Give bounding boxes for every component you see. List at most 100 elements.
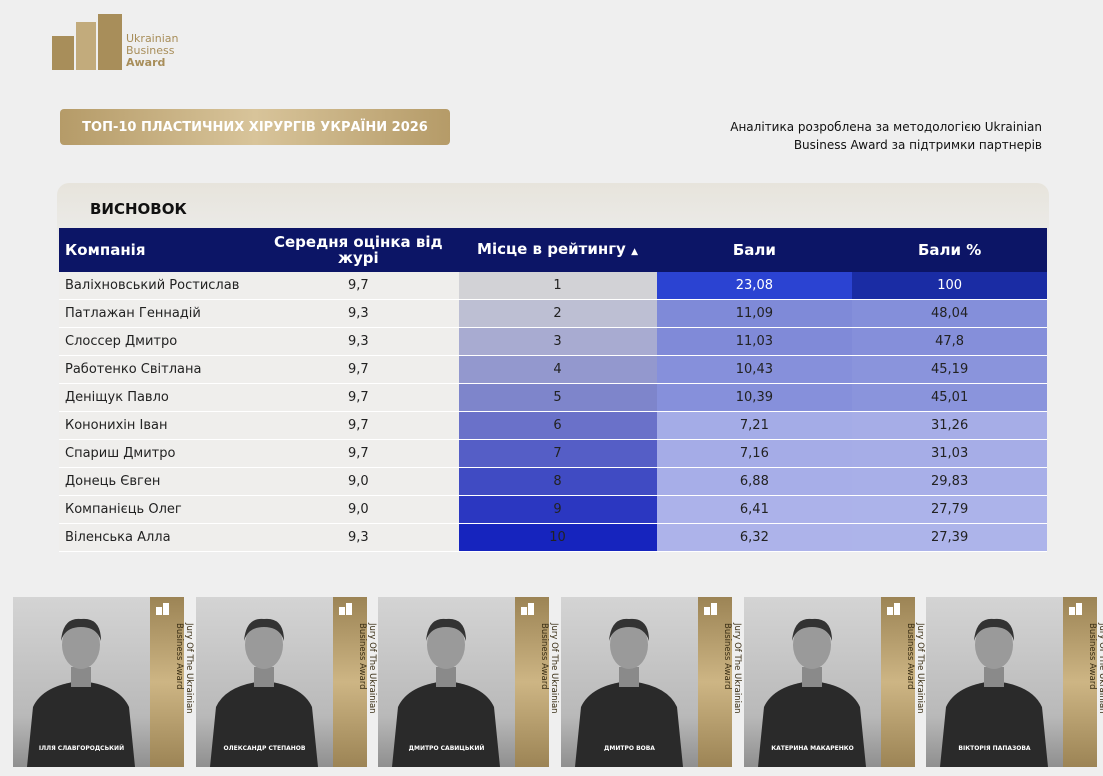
table-cell: Валіхновський Ростислав bbox=[59, 272, 259, 300]
logo-block bbox=[1069, 607, 1075, 615]
head bbox=[245, 621, 283, 669]
logo-block bbox=[528, 603, 534, 615]
table-cell: 10 bbox=[458, 523, 657, 552]
table-cell: 9,0 bbox=[258, 467, 459, 496]
note: Аналітика розроблена за методологією Ukr… bbox=[730, 118, 1042, 154]
table-cell: 1 bbox=[458, 272, 657, 300]
head bbox=[793, 621, 831, 669]
logo-line: Award bbox=[126, 56, 166, 69]
logo-block bbox=[339, 607, 345, 615]
column-header: Середня оцінка від журі bbox=[258, 228, 459, 272]
table-row: Валіхновський Ростислав 9,7 1 23,08 100 bbox=[59, 272, 1047, 300]
table-cell: 7,21 bbox=[656, 411, 853, 440]
table-cell: Компанієць Олег bbox=[59, 495, 259, 524]
results-table: Компанія Середня оцінка від журі Місце в р… bbox=[59, 228, 1047, 552]
photo: КАТЕРИНА МАКАРЕНКО bbox=[744, 597, 881, 767]
table-cell: 6 bbox=[458, 411, 657, 440]
column-header: Компанія bbox=[59, 228, 259, 272]
neck bbox=[436, 667, 456, 687]
table-row: Компанієць Олег 9,0 9 6,41 27,79 bbox=[59, 495, 1047, 524]
jury-caption: Jury Of The Ukrainian Business Award bbox=[174, 623, 194, 714]
hair bbox=[609, 618, 649, 641]
logo-block bbox=[711, 603, 717, 615]
neck bbox=[254, 667, 274, 687]
jury-card: ІЛЛЯ СЛАВГОРОДСЬКИЙ Jury Of The Ukrainian… bbox=[13, 597, 194, 767]
table-row: Деніщук Павло 9,7 5 10,39 45,01 bbox=[59, 383, 1047, 412]
table-cell: 9,3 bbox=[258, 523, 459, 552]
table-cell: 11,03 bbox=[656, 327, 853, 356]
head bbox=[975, 621, 1013, 669]
table-cell: 27,39 bbox=[852, 523, 1047, 552]
strip-logo bbox=[156, 603, 169, 615]
table-cell: 9,7 bbox=[258, 272, 459, 300]
table-cell: Віленська Алла bbox=[59, 523, 259, 552]
table-cell: 10,39 bbox=[656, 383, 853, 412]
table-cell: 4 bbox=[458, 355, 657, 384]
table-row: Віленська Алла 9,3 10 6,32 27,39 bbox=[59, 523, 1047, 552]
note-line: Аналітика розроблена за методологією Ukr… bbox=[730, 120, 1042, 134]
body-shape bbox=[27, 681, 135, 767]
jury-card: ДМИТРО САВИЦЬКИЙ Jury Of The Ukrainian Bu… bbox=[378, 597, 559, 767]
table-cell: 100 bbox=[852, 272, 1047, 300]
table-cell: 9,7 bbox=[258, 411, 459, 440]
gold-strip: Jury Of The Ukrainian Business Award bbox=[515, 597, 559, 767]
table-cell: 6,32 bbox=[656, 523, 853, 552]
logo-block bbox=[156, 607, 162, 615]
table-cell: 47,8 bbox=[852, 327, 1047, 356]
table-row: Патлажан Геннадій 9,3 2 11,09 48,04 bbox=[59, 299, 1047, 328]
portrait bbox=[758, 618, 866, 767]
logo-block bbox=[887, 607, 893, 615]
body-shape bbox=[758, 681, 866, 767]
member-name: КАТЕРИНА МАКАРЕНКО bbox=[771, 745, 854, 752]
jury-card: КАТЕРИНА МАКАРЕНКО Jury Of The Ukrainian … bbox=[744, 597, 925, 767]
portrait bbox=[575, 618, 683, 767]
strip-logo bbox=[704, 603, 717, 615]
sort-icon[interactable]: ▲ bbox=[631, 246, 638, 257]
jury-caption: Jury Of The Ukrainian Business Award bbox=[722, 623, 742, 714]
member-name: ОЛЕКСАНДР СТЕПАНОВ bbox=[223, 745, 306, 752]
hair bbox=[974, 618, 1014, 641]
note-line: Business Award за підтримки партнерів bbox=[793, 138, 1042, 152]
table-row: Работенко Світлана 9,7 4 10,43 45,19 bbox=[59, 355, 1047, 384]
table-cell: Патлажан Геннадій bbox=[59, 299, 259, 328]
table-cell: 9,0 bbox=[258, 495, 459, 524]
table-cell: 10,43 bbox=[656, 355, 853, 384]
photo: ОЛЕКСАНДР СТЕПАНОВ bbox=[196, 597, 333, 767]
neck bbox=[71, 667, 91, 687]
portrait bbox=[392, 618, 500, 767]
member-name: ДМИТРО САВИЦЬКИЙ bbox=[408, 745, 485, 752]
portrait bbox=[210, 618, 318, 767]
table-cell: 3 bbox=[458, 327, 657, 356]
table-cell: 7,16 bbox=[656, 439, 853, 468]
logo-block bbox=[894, 603, 900, 615]
neck bbox=[802, 667, 822, 687]
table-cell: 5 bbox=[458, 383, 657, 412]
column-header: Бали % bbox=[852, 228, 1047, 272]
logo-block bbox=[1076, 603, 1082, 615]
head bbox=[62, 621, 100, 669]
gold-strip: Jury Of The Ukrainian Business Award bbox=[1063, 597, 1103, 767]
table-body: Валіхновський Ростислав 9,7 1 23,08 100 Патла… bbox=[59, 272, 1047, 552]
gold-strip: Jury Of The Ukrainian Business Award bbox=[333, 597, 377, 767]
table-row: Слоссер Дмитро 9,3 3 11,03 47,8 bbox=[59, 327, 1047, 356]
jury-card: ДМИТРО ВОВА Jury Of The Ukrainian Busines… bbox=[561, 597, 742, 767]
logo-text: Ukrainian Business Award bbox=[126, 33, 178, 69]
logo-line: Business bbox=[126, 44, 175, 57]
jury-card: ВІКТОРІЯ ПАПАЗОВА Jury Of The Ukrainian B… bbox=[926, 597, 1103, 767]
gold-strip: Jury Of The Ukrainian Business Award bbox=[881, 597, 925, 767]
logo-block bbox=[346, 603, 352, 615]
column-header[interactable]: Місце в рейтингу ▲ bbox=[458, 228, 657, 272]
body-shape bbox=[210, 681, 318, 767]
hair bbox=[244, 618, 284, 641]
table-cell: Работенко Світлана bbox=[59, 355, 259, 384]
photo: ВІКТОРІЯ ПАПАЗОВА bbox=[926, 597, 1063, 767]
strip-logo bbox=[1069, 603, 1082, 615]
table-cell: 11,09 bbox=[656, 299, 853, 328]
table-cell: Деніщук Павло bbox=[59, 383, 259, 412]
portrait bbox=[940, 618, 1048, 767]
logo-block bbox=[521, 607, 527, 615]
member-name: ДМИТРО ВОВА bbox=[604, 745, 655, 752]
hair bbox=[61, 618, 101, 641]
